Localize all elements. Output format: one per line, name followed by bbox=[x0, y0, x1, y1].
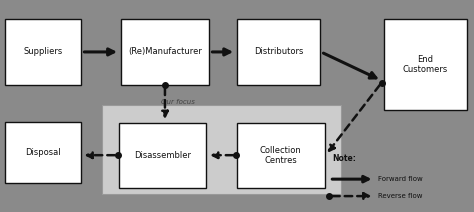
Text: Collection
Centres: Collection Centres bbox=[260, 146, 302, 165]
Text: Suppliers: Suppliers bbox=[23, 47, 62, 56]
Text: Our focus: Our focus bbox=[161, 99, 195, 105]
Bar bbox=[237, 123, 325, 188]
Text: (Re)Manufacturer: (Re)Manufacturer bbox=[128, 47, 201, 56]
Text: Reverse flow: Reverse flow bbox=[378, 193, 423, 199]
Text: Note:: Note: bbox=[332, 154, 356, 163]
Text: Disassembler: Disassembler bbox=[134, 151, 191, 160]
Text: End
Customers: End Customers bbox=[403, 55, 448, 74]
Text: Disposal: Disposal bbox=[25, 148, 61, 157]
Bar bbox=[5, 122, 81, 183]
Bar bbox=[118, 123, 206, 188]
Bar bbox=[384, 19, 467, 110]
Bar bbox=[102, 105, 341, 194]
Bar bbox=[5, 19, 81, 85]
Bar bbox=[237, 19, 320, 85]
Bar bbox=[121, 19, 209, 85]
Text: Distributors: Distributors bbox=[254, 47, 303, 56]
Text: Forward flow: Forward flow bbox=[378, 176, 423, 182]
